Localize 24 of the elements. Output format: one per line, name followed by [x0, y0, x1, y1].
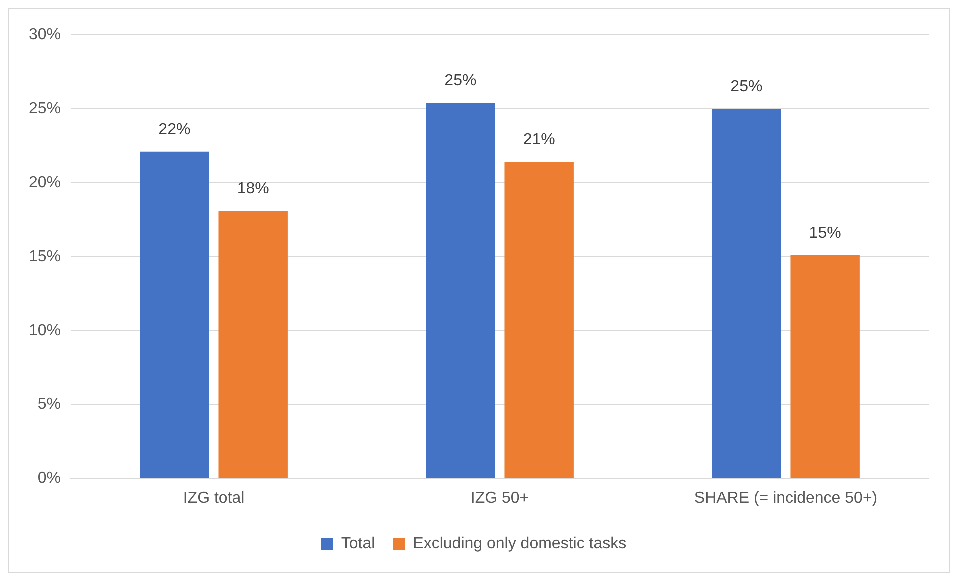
y-tick-label: 20%	[28, 174, 62, 192]
bar	[218, 211, 288, 478]
x-tick-label: IZG total	[183, 490, 245, 507]
y-tick-label: 10%	[28, 322, 62, 340]
bar	[712, 108, 782, 478]
x-tick-label: SHARE (= incidence 50+)	[694, 490, 878, 507]
y-tick-label: 30%	[28, 26, 62, 44]
y-tick-label: 5%	[38, 396, 62, 414]
y-tick-label: 0%	[38, 470, 62, 488]
data-label: 21%	[523, 132, 556, 149]
x-tick-label: IZG 50+	[470, 490, 530, 507]
data-label: 18%	[237, 180, 270, 198]
bar	[426, 103, 496, 478]
data-label: 25%	[730, 78, 763, 96]
bar	[790, 255, 860, 478]
y-tick-label: 25%	[28, 100, 62, 118]
legend-label: Total	[341, 535, 376, 552]
bar	[504, 162, 574, 478]
y-tick-label: 15%	[28, 248, 62, 266]
data-label: 25%	[444, 72, 477, 90]
data-label: 15%	[809, 224, 842, 242]
bar	[140, 152, 210, 478]
legend-label: Excluding only domestic tasks	[413, 535, 627, 552]
data-label: 22%	[158, 121, 191, 138]
